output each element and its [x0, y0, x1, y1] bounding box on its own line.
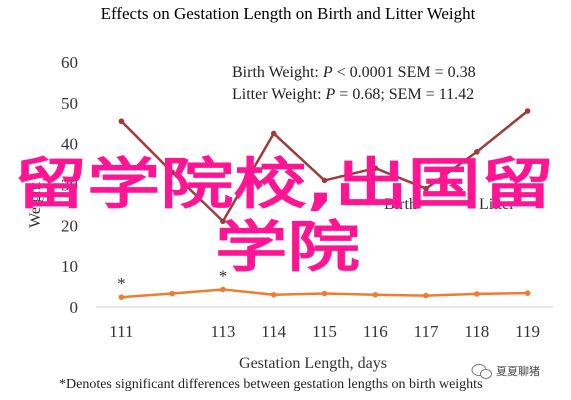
x-tick-label: 119	[515, 322, 540, 341]
data-point-birth	[169, 290, 175, 297]
legend: Birth Litter	[345, 196, 515, 213]
stats-birth-suffix: < 0.0001 SEM = 0.38	[333, 64, 476, 81]
x-axis-label: Gestation Length, days	[239, 355, 387, 372]
data-point-birth	[372, 291, 379, 298]
x-axis-ticks: 111 113 114 115 116 117 118 119	[109, 322, 540, 341]
stats-litter-var: P	[325, 86, 336, 103]
data-point-birth	[220, 286, 226, 293]
footnote: *Denotes significant differences between…	[59, 377, 483, 392]
stats-litter-suffix: = 0.68; SEM = 11.42	[335, 86, 474, 103]
legend-label-birth: Birth	[384, 196, 417, 213]
annotations: * *	[117, 266, 227, 293]
x-tick-label: 114	[261, 322, 286, 341]
data-point-birth	[321, 290, 328, 297]
x-tick-label: 118	[464, 322, 489, 341]
stats-birth-prefix: Birth Weight:	[232, 64, 323, 81]
data-point-birth	[474, 291, 480, 297]
data-point-litter	[321, 177, 328, 184]
x-tick-label: 111	[109, 322, 133, 341]
series-layer	[118, 108, 531, 301]
x-tick-label: 115	[312, 322, 337, 341]
y-axis-label: Weight	[27, 182, 44, 228]
legend-label-litter: Litter	[479, 196, 515, 213]
chart-title: Effects on Gestation Length on Birth and…	[101, 4, 476, 23]
stats-litter-prefix: Litter Weight:	[232, 86, 326, 103]
y-tick-label: 20	[61, 216, 78, 235]
y-tick-label: 60	[61, 53, 78, 72]
y-tick-label: 50	[61, 94, 78, 113]
data-point-birth	[524, 290, 531, 296]
y-tick-label: 0	[70, 298, 79, 317]
data-point-birth	[270, 291, 277, 298]
watermark: 夏夏聊猪	[471, 364, 540, 379]
data-point-litter	[220, 218, 226, 225]
data-point-litter	[118, 118, 125, 125]
x-tick-label: 113	[211, 322, 236, 341]
stats-line-litter: Litter Weight: P = 0.68; SEM = 11.42	[232, 86, 474, 103]
overlay-text-line1: 留学院校,出国留	[14, 152, 554, 216]
y-tick-label: 40	[61, 135, 78, 154]
data-point-birth	[423, 292, 429, 299]
data-point-litter	[423, 185, 429, 192]
data-point-litter	[169, 169, 175, 176]
y-tick-label: 10	[61, 257, 78, 276]
data-point-litter	[372, 165, 379, 171]
wechat-icon	[471, 364, 492, 379]
significance-marker: *	[219, 266, 228, 285]
x-tick-label: 117	[414, 322, 439, 341]
stats-line-birth: Birth Weight: P < 0.0001 SEM = 0.38	[232, 64, 476, 81]
data-point-litter	[270, 130, 277, 137]
stats-birth-var: P	[322, 64, 333, 81]
data-point-litter	[474, 149, 480, 155]
data-point-birth	[118, 294, 125, 301]
significance-marker: *	[117, 274, 126, 293]
y-tick-label: 30	[61, 176, 78, 195]
watermark-text: 夏夏聊猪	[496, 364, 540, 378]
y-axis-ticks: 0 10 20 30 40 50 60	[61, 53, 78, 317]
overlay-text-line2: 学院	[215, 215, 360, 279]
data-point-litter	[524, 108, 531, 114]
x-tick-label: 116	[363, 322, 388, 341]
